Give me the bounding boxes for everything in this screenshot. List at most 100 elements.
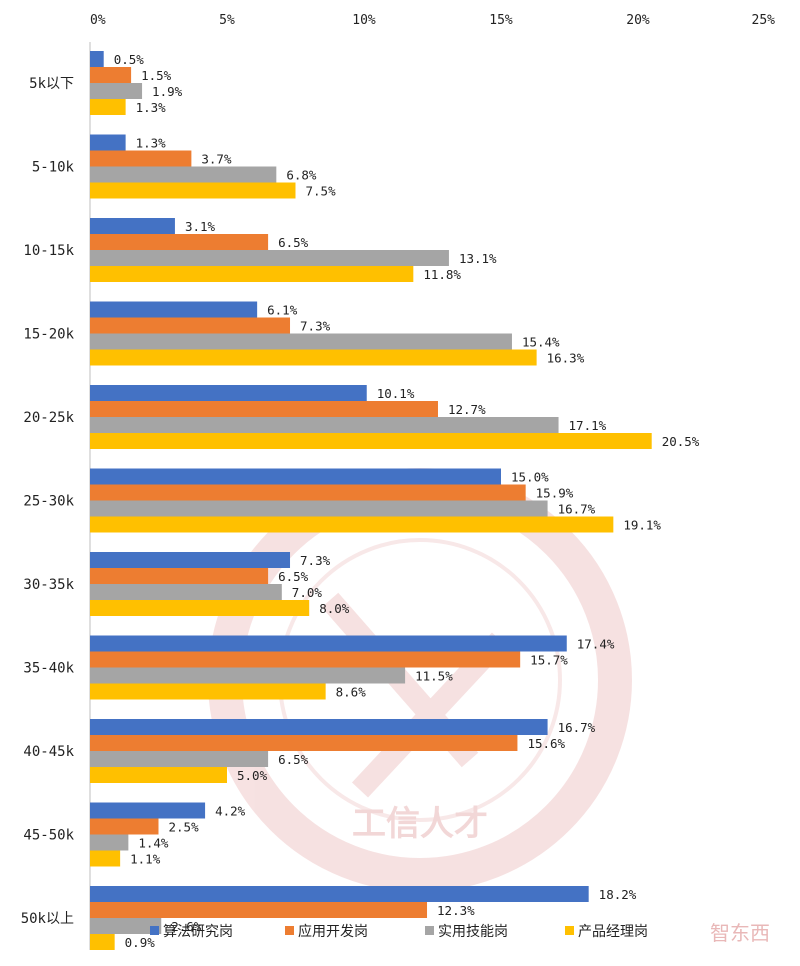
data-label: 19.1% [623, 518, 661, 533]
bar [90, 934, 115, 950]
category-label: 30-35k [23, 577, 74, 593]
bar [90, 902, 428, 918]
data-label: 7.3% [300, 553, 331, 568]
bar [90, 735, 518, 751]
bar [90, 600, 310, 616]
bar [90, 651, 521, 668]
category-label: 15-20k [23, 327, 74, 343]
bar [90, 166, 277, 183]
data-label: 12.7% [448, 402, 486, 417]
category-label: 40-45k [23, 744, 74, 760]
bar [90, 433, 652, 449]
bar [90, 468, 501, 485]
data-label: 7.3% [300, 319, 331, 334]
legend-entry: 应用开发岗 [298, 923, 368, 940]
x-tick-label: 15% [489, 13, 513, 28]
legend-swatch [425, 926, 434, 935]
legend-entry: 产品经理岗 [578, 924, 648, 940]
data-label: 6.5% [278, 235, 309, 250]
data-labels: 0.5%1.5%1.9%1.3%1.3%3.7%6.8%7.5%3.1%6.5%… [114, 52, 700, 950]
category-label: 5k以下 [29, 76, 74, 92]
data-label: 16.3% [547, 351, 585, 366]
bar [90, 818, 159, 835]
data-label: 6.1% [267, 303, 298, 318]
data-label: 16.7% [558, 720, 596, 735]
category-label: 45-50k [23, 828, 74, 844]
bar [90, 886, 589, 902]
data-label: 1.3% [136, 136, 167, 151]
bar [90, 234, 269, 250]
bar [90, 850, 121, 867]
data-label: 12.3% [437, 903, 475, 918]
data-label: 1.9% [152, 84, 183, 99]
legend-entry: 实用技能岗 [438, 924, 508, 940]
bar [90, 134, 126, 151]
data-label: 15.4% [522, 335, 560, 350]
bar [90, 51, 104, 67]
x-tick-label: 5% [219, 13, 235, 28]
bar [90, 218, 175, 234]
data-label: 6.5% [278, 752, 309, 767]
bar [90, 802, 206, 819]
data-label: 17.4% [577, 637, 615, 652]
data-label: 13.1% [459, 251, 497, 266]
x-tick-label: 20% [626, 13, 650, 28]
bar [90, 385, 367, 401]
bar [90, 918, 162, 934]
category-label: 5-10k [32, 160, 75, 176]
bar [90, 99, 126, 115]
bar [90, 83, 143, 99]
legend-entry: 算法研究岗 [163, 924, 233, 940]
bar [90, 552, 291, 568]
data-label: 0.5% [114, 52, 145, 67]
x-tick-label: 10% [352, 13, 376, 28]
data-label: 0.9% [125, 935, 156, 950]
data-label: 3.7% [201, 152, 232, 167]
data-label: 11.5% [415, 669, 453, 684]
data-label: 16.7% [558, 502, 596, 517]
bar [90, 516, 614, 533]
bar [90, 635, 567, 652]
data-label: 15.7% [530, 653, 568, 668]
data-label: 7.0% [292, 585, 323, 600]
watermark-text: 工信人才 [352, 804, 488, 844]
data-label: 1.5% [141, 68, 172, 83]
data-label: 1.1% [130, 852, 161, 867]
legend-swatch [285, 926, 294, 935]
bar [90, 568, 269, 584]
bar [90, 333, 512, 350]
bar [90, 584, 282, 600]
data-label: 15.0% [511, 470, 549, 485]
data-label: 17.1% [569, 418, 607, 433]
category-label: 25-30k [23, 494, 74, 510]
data-label: 5.0% [237, 768, 268, 783]
bar [90, 150, 192, 167]
bar [90, 767, 227, 783]
category-label: 50k以上 [21, 911, 74, 927]
data-label: 10.1% [377, 386, 415, 401]
bar [90, 834, 129, 851]
bar [90, 500, 548, 517]
legend: 算法研究岗 应用开发岗 实用技能岗 产品经理岗 [150, 923, 648, 940]
bar [90, 182, 296, 199]
data-label: 3.1% [185, 219, 216, 234]
bars [90, 51, 652, 950]
category-axis: 5k以下 5-10k 10-15k 15-20k 20-25k 25-30k 30-35k 3… [21, 76, 75, 927]
data-label: 15.9% [536, 486, 574, 501]
bar [90, 349, 537, 366]
x-tick-label: 0% [90, 13, 106, 28]
data-label: 2.5% [169, 820, 200, 835]
bar [90, 250, 449, 266]
data-label: 1.3% [136, 100, 167, 115]
category-label: 10-15k [23, 243, 74, 259]
bar [90, 719, 548, 735]
bar [90, 683, 326, 700]
bar [90, 301, 258, 318]
category-label: 35-40k [23, 661, 74, 677]
data-label: 8.0% [319, 601, 350, 616]
data-label: 4.2% [215, 804, 246, 819]
legend-swatch [150, 926, 159, 935]
bar [90, 266, 414, 282]
bar [90, 751, 269, 767]
data-label: 20.5% [662, 434, 700, 449]
